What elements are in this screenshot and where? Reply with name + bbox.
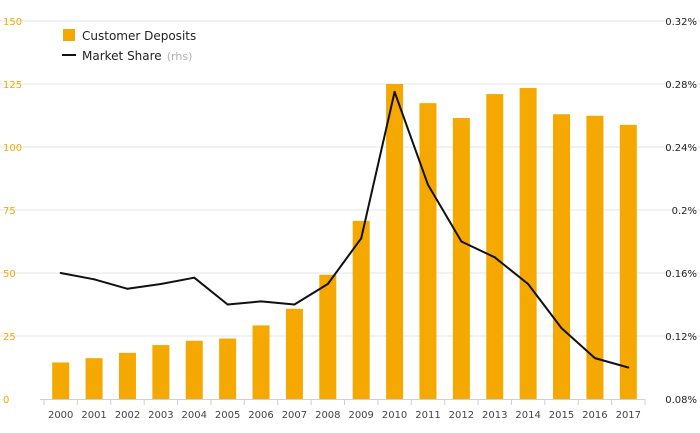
line-point-2008 [326,283,329,286]
line-point-2010 [393,90,396,93]
line-point-2016 [593,357,596,360]
gridlines [0,20,700,337]
right-axis-tick-label: 0.28% [665,80,697,91]
bar-2014 [519,88,537,400]
x-axis-tick-label: 2009 [348,410,373,421]
bar-2008 [319,274,337,399]
bar-2013 [486,94,504,399]
x-axis-tick-label: 2008 [315,410,340,421]
x-axis-tick-label: 2007 [282,410,307,421]
legend-swatch-customer-deposits [63,29,75,41]
legend: Customer Deposits Market Share (rhs) [62,29,196,64]
x-axis-tick-label: 2014 [515,410,540,421]
line-point-2005 [226,303,229,306]
bar-2017 [619,124,637,399]
market-share-line [60,90,629,369]
legend-label-customer-deposits: Customer Deposits [82,29,196,43]
bar-2007 [285,308,303,399]
line-point-2009 [360,237,363,240]
line-series-market-share [59,90,630,369]
x-axis-tick-label: 2011 [415,410,440,421]
line-point-2007 [293,303,296,306]
x-axis-tick-label: 2010 [382,410,407,421]
bar-2005 [219,338,237,399]
bar-2012 [452,118,470,400]
right-axis-tick-label: 0.16% [665,269,697,280]
line-point-2012 [460,240,463,243]
left-axis-tick-label: 75 [3,206,16,217]
left-axis-tick-label: 0 [3,395,9,406]
legend-label-rhs-suffix: (rhs) [167,50,193,63]
line-point-2006 [260,300,263,303]
left-axis-tick-label: 50 [3,269,16,280]
line-point-2000 [59,272,62,274]
bar-2001 [85,358,103,399]
x-axis-tick-label: 2001 [81,410,106,421]
x-axis-tick-label: 2016 [582,410,607,421]
left-axis-tick-label: 25 [3,332,16,343]
x-axis-tick-label: 2015 [549,410,574,421]
line-point-2014 [527,283,530,286]
bar-2016 [586,115,604,399]
line-point-2017 [627,366,630,369]
x-axis-tick-label: 2004 [182,410,207,421]
x-axis-tick-label: 2005 [215,410,240,421]
bar-2006 [252,325,270,399]
left-axis-tick-label: 125 [3,80,22,91]
left-axis-tick-label: 100 [3,143,22,154]
bar-2000 [52,362,70,399]
axes: 0 25 50 75 100 125 150 0.08% 0.12% 0.16% 0.2% 0.24%… [3,17,697,421]
x-axis-tick-label: 2017 [616,410,641,421]
bar-2010 [386,84,404,399]
right-axis-tick-label: 0.32% [665,17,697,28]
x-axis-tick-label: 2012 [449,410,474,421]
left-axis-tick-label: 150 [3,17,22,28]
right-axis-tick-label: 0.2% [672,206,697,217]
x-axis-tick-label: 2002 [115,410,140,421]
x-axis-tick-label: 2013 [482,410,507,421]
line-point-2004 [193,276,196,279]
legend-label-market-share: Market Share (rhs) [82,45,192,64]
line-point-2003 [159,283,162,286]
line-point-2013 [493,256,496,259]
x-axis-tick-label: 2003 [148,410,173,421]
bar-2002 [118,352,136,399]
x-axis-tick-label: 2006 [248,410,273,421]
line-point-2011 [426,183,429,186]
bar-2011 [419,103,437,399]
bar-2015 [553,114,571,400]
bar-2003 [152,345,170,399]
right-axis-tick-label: 0.24% [665,143,697,154]
bar-2009 [352,220,370,399]
line-point-2002 [126,287,129,290]
x-axis-tick-label: 2000 [48,410,73,421]
line-point-2015 [560,327,563,330]
right-axis-tick-label: 0.12% [665,332,697,343]
bar-2004 [185,340,203,399]
bar-series-customer-deposits [52,84,637,400]
right-axis-tick-label: 0.08% [665,395,697,406]
line-point-2001 [93,278,96,281]
